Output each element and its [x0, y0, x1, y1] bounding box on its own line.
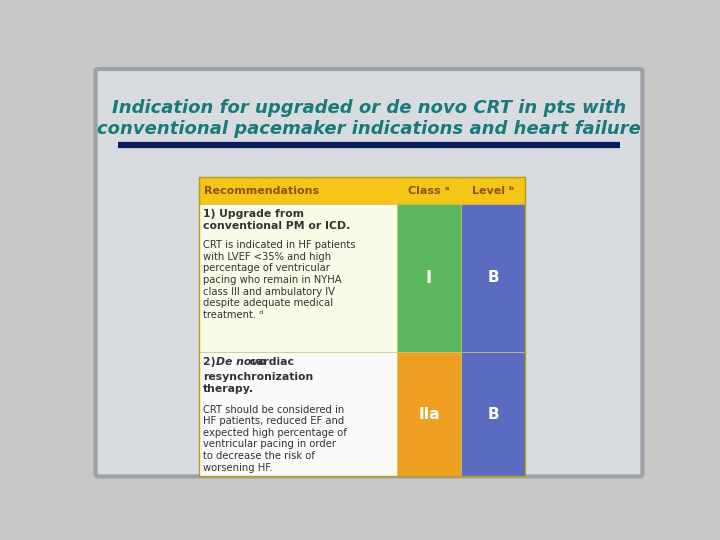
Text: 2): 2) [203, 357, 220, 367]
Text: De novo: De novo [215, 357, 266, 367]
Text: resynchronization
therapy.: resynchronization therapy. [203, 373, 313, 394]
Bar [199, 352, 397, 476]
Bar [199, 177, 526, 476]
Bar [397, 204, 461, 352]
Bar [461, 204, 526, 352]
Text: B: B [487, 271, 499, 286]
Text: I: I [426, 269, 432, 287]
Text: cardiac: cardiac [243, 357, 294, 367]
Text: Level ᵇ: Level ᵇ [472, 186, 514, 195]
Bar [199, 177, 526, 204]
Text: B: B [487, 407, 499, 422]
Text: CRT is indicated in HF patients
with LVEF <35% and high
percentage of ventricula: CRT is indicated in HF patients with LVE… [203, 240, 356, 320]
Text: 1) Upgrade from
conventional PM or ICD.: 1) Upgrade from conventional PM or ICD. [203, 209, 351, 231]
Text: conventional pacemaker indications and heart failure: conventional pacemaker indications and h… [97, 120, 641, 138]
FancyBboxPatch shape [96, 69, 642, 476]
Bar [397, 352, 461, 476]
Text: Recommendations: Recommendations [204, 186, 320, 195]
Bar [199, 204, 397, 352]
Text: CRT should be considered in
HF patients, reduced EF and
expected high percentage: CRT should be considered in HF patients,… [203, 404, 347, 472]
Text: Class ᵃ: Class ᵃ [408, 186, 450, 195]
Bar [461, 352, 526, 476]
Text: Indication for upgraded or de novo CRT in pts with: Indication for upgraded or de novo CRT i… [112, 99, 626, 118]
Text: IIa: IIa [418, 407, 440, 422]
